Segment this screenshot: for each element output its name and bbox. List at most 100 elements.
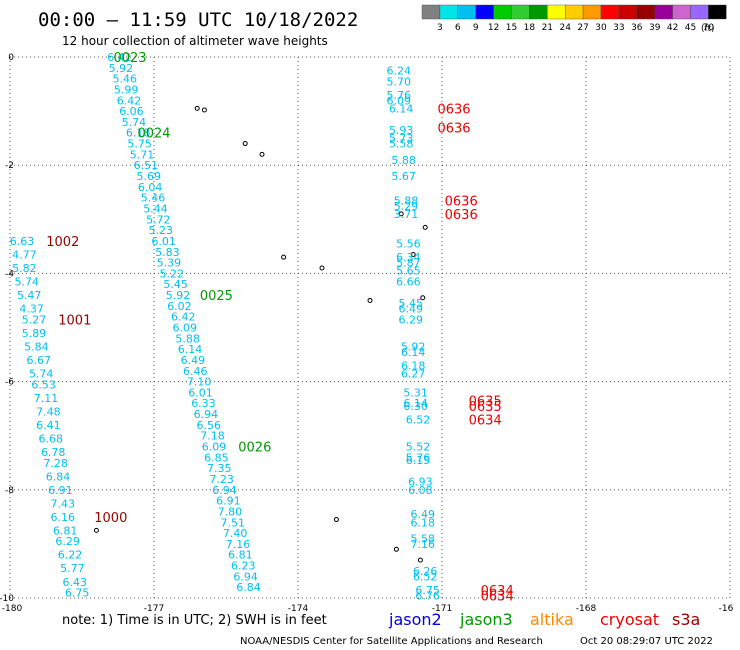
swh-point-label: 6.14 bbox=[401, 346, 426, 359]
satellite-legend-entry: jason3 bbox=[459, 610, 513, 629]
swh-point-label: 6.08 bbox=[408, 484, 433, 497]
swh-point-label: 6.52 bbox=[413, 570, 438, 583]
plot-grid bbox=[9, 56, 731, 599]
satellite-legend-entry: s3a bbox=[672, 610, 700, 629]
colorbar-swatch bbox=[565, 4, 584, 20]
swh-point-label: 6.09 bbox=[202, 441, 227, 454]
colorbar-label: 33 bbox=[613, 23, 624, 33]
swh-point-label: 5.29 bbox=[394, 200, 419, 213]
swh-point-label: 5.77 bbox=[60, 562, 85, 575]
swh-point-label: 6.01 bbox=[151, 235, 176, 248]
swh-point-label: 6.75 bbox=[415, 584, 440, 597]
colorbar-swatch bbox=[547, 4, 566, 20]
swh-point-label: 5.74 bbox=[15, 276, 40, 289]
swh-point-label: 6.23 bbox=[231, 560, 256, 573]
colorbar-label: 70 bbox=[703, 23, 715, 33]
track-time-label: 0634 bbox=[469, 413, 502, 428]
swh-point-label: 5.45 bbox=[399, 297, 424, 310]
track-time-label: 0026 bbox=[238, 441, 271, 456]
swh-point-label: 5.70 bbox=[387, 75, 412, 88]
track-time-label: 0634 bbox=[481, 589, 514, 604]
y-tick-label: 0 bbox=[8, 53, 14, 63]
swh-point-label: 6.34 bbox=[396, 251, 421, 264]
swh-point-label: 6.81 bbox=[53, 524, 78, 537]
swh-point-label: 5.67 bbox=[391, 170, 416, 183]
x-tick-label: -174 bbox=[288, 604, 309, 614]
swh-point-label: 6.76 bbox=[415, 589, 440, 602]
swh-point-label: 6.29 bbox=[399, 313, 424, 326]
swh-point-label: 7.40 bbox=[223, 527, 248, 540]
swh-point-label: 6.42 bbox=[117, 94, 142, 107]
swh-point-label: 7.51 bbox=[220, 516, 245, 529]
swh-point-label: 6.27 bbox=[401, 367, 426, 380]
track-time-label: 0635 bbox=[469, 400, 502, 415]
swh-point-label: 5.52 bbox=[406, 441, 431, 454]
swh-point-label: 5.99 bbox=[114, 83, 139, 96]
island-marker bbox=[281, 254, 287, 260]
track-time-label: 0023 bbox=[113, 51, 146, 66]
colorbar-swatch bbox=[654, 4, 673, 20]
swh-point-label: 5.46 bbox=[141, 192, 166, 205]
colorbar-label: 18 bbox=[524, 23, 536, 33]
colorbar-swatch bbox=[708, 4, 727, 20]
swh-point-label: 5.56 bbox=[396, 238, 421, 251]
swh-point-label: 7.80 bbox=[218, 505, 243, 518]
colorbar-label: 42 bbox=[667, 23, 678, 33]
swh-point-label: 5.75 bbox=[127, 138, 152, 151]
swh-point-label: 7.28 bbox=[43, 457, 68, 470]
swh-point-label: 5.27 bbox=[22, 313, 47, 326]
swh-point-label: 5.31 bbox=[403, 386, 428, 399]
swh-point-label: 5.76 bbox=[406, 451, 431, 464]
swh-point-label: 5.39 bbox=[157, 257, 182, 270]
island-marker bbox=[259, 151, 265, 157]
swh-point-label: 5.83 bbox=[155, 246, 180, 259]
track-time-label: 0634 bbox=[481, 584, 514, 599]
colorbar-swatch bbox=[511, 4, 530, 20]
colorbar-swatch bbox=[421, 4, 441, 20]
swh-point-label: 6.66 bbox=[396, 276, 421, 289]
island-marker bbox=[242, 141, 248, 147]
swh-point-label: 7.18 bbox=[200, 430, 225, 443]
swh-point-label: 6.49 bbox=[181, 354, 206, 367]
colorbar-swatch bbox=[475, 4, 494, 20]
track-labels-layer: 0023002400250026100210011000063606360636… bbox=[46, 51, 513, 604]
island-marker bbox=[367, 297, 373, 303]
swh-point-label: 5.88 bbox=[391, 154, 416, 167]
swh-point-label: 6.15 bbox=[406, 454, 431, 467]
y-tick-label: -2 bbox=[5, 161, 14, 171]
swh-point-label: 5.93 bbox=[389, 124, 414, 137]
track-time-label: 1002 bbox=[46, 235, 79, 250]
track-time-label: 0636 bbox=[445, 208, 478, 223]
swh-point-label: 5.89 bbox=[22, 327, 47, 340]
swh-point-label: 6.04 bbox=[138, 181, 163, 194]
swh-point-label: 6.24 bbox=[387, 65, 412, 78]
track-time-label: 0024 bbox=[137, 127, 170, 142]
swh-point-label: 6.53 bbox=[31, 378, 56, 391]
swh-point-label: 7.16 bbox=[226, 538, 251, 551]
swh-point-label: 5.87 bbox=[396, 257, 421, 270]
swh-point-label: 6.51 bbox=[134, 159, 159, 172]
x-tick-label: -177 bbox=[144, 604, 164, 614]
colorbar-label: 9 bbox=[473, 23, 479, 33]
swh-point-label: 6.49 bbox=[399, 303, 424, 316]
swh-point-label: 6.14 bbox=[389, 102, 414, 115]
swh-point-label: 6.22 bbox=[58, 549, 83, 562]
swh-point-label: 6.30 bbox=[403, 400, 428, 413]
colorbar-swatch bbox=[439, 4, 458, 20]
swh-point-label: 5.72 bbox=[146, 213, 171, 226]
colorbar-label: 3 bbox=[437, 23, 443, 33]
colorbar-swatch bbox=[457, 4, 476, 20]
colorbar-label: 24 bbox=[559, 23, 571, 33]
track-time-label: 0635 bbox=[469, 395, 502, 410]
colorbar-legend: 3 6 9 12 15 18 21 24 27 30 33 36 39 42 45 70 bbox=[421, 4, 727, 33]
y-tick-label: -4 bbox=[5, 269, 14, 279]
track-time-label: 1000 bbox=[94, 511, 127, 526]
islands-layer bbox=[93, 105, 428, 563]
swh-point-label: 5.92 bbox=[401, 340, 426, 353]
swh-point-label: 5.73 bbox=[389, 132, 414, 145]
swh-point-label: 6.26 bbox=[413, 565, 438, 578]
island-marker bbox=[333, 517, 339, 523]
swh-point-label: 5.46 bbox=[112, 73, 137, 86]
colorbar-swatch bbox=[529, 4, 548, 20]
swh-point-label: 5.92 bbox=[166, 289, 191, 302]
